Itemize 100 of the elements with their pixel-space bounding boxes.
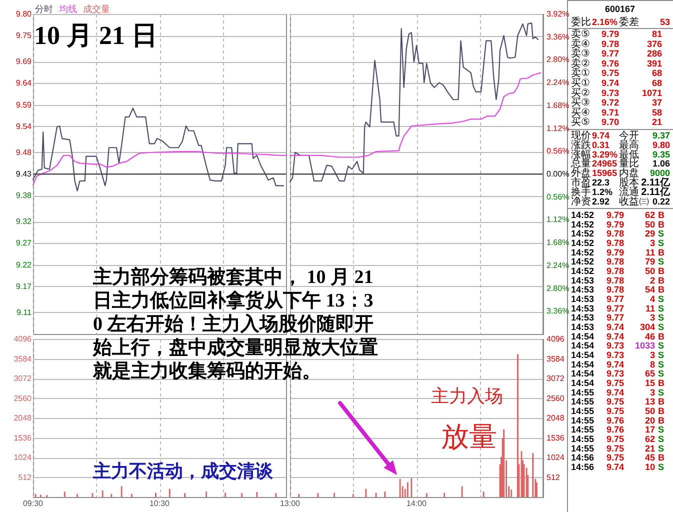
y-tick-label: 9.32 xyxy=(16,217,32,226)
data-label: 9.78 xyxy=(606,275,624,286)
category-label: B xyxy=(658,378,665,388)
annotation: 放量 xyxy=(441,421,497,452)
data-label: 14:54 xyxy=(571,359,594,370)
data-label: 3 xyxy=(650,312,655,323)
data-label: 14:52 xyxy=(571,228,594,239)
data-label: 58 xyxy=(652,107,662,118)
data-label: 14:55 xyxy=(571,424,594,435)
annotation: 主力不活动，成交清谈 xyxy=(92,461,274,481)
category-label: B xyxy=(658,219,665,230)
y2-tick-label: 512 xyxy=(546,472,560,482)
data-label: 21 xyxy=(652,117,662,128)
y2-tick-label: 1536 xyxy=(546,433,565,442)
data-label: 9.75 xyxy=(606,378,624,388)
data-label: 10 xyxy=(644,462,655,472)
category-label: S xyxy=(658,340,664,351)
data-label: 45 xyxy=(644,452,655,463)
category-label: B xyxy=(658,210,665,220)
data-label: 14:53 xyxy=(571,294,594,304)
data-label: 14:55 xyxy=(571,387,594,398)
text: 0.00% xyxy=(546,170,570,178)
data-label: 9.78 xyxy=(606,238,624,248)
data-label: 14:52 xyxy=(571,256,594,267)
data-label: 9.75 xyxy=(606,406,624,416)
data-label: 376 xyxy=(646,38,662,49)
x-tick-label: 09:30 xyxy=(22,499,44,508)
data-label: 14:52 xyxy=(571,210,594,220)
data-label: 9.74 xyxy=(606,359,624,370)
data-label: 29 xyxy=(644,228,655,239)
y-tick-label: 2560 xyxy=(14,394,32,403)
data-label: 9.78 xyxy=(606,266,624,276)
y-tick-label: 9.38 xyxy=(16,191,32,200)
data-label: 15 xyxy=(644,378,655,388)
data-label: 46 xyxy=(644,331,655,342)
text: 2.24% xyxy=(546,260,570,270)
category-label: S xyxy=(658,443,664,454)
data-label: 9.78 xyxy=(606,256,624,267)
y-tick-label: 3072 xyxy=(14,374,32,383)
data-label: 9.74 xyxy=(606,387,624,398)
data-label: 9.73 xyxy=(606,368,624,379)
data-label: 79 xyxy=(644,256,655,267)
data-label: 14:55 xyxy=(571,434,594,444)
text: 600167 xyxy=(604,4,636,14)
category-label: S xyxy=(658,434,664,444)
data-label: 9.76 xyxy=(606,415,624,426)
data-label: 50 xyxy=(644,266,655,276)
data-label: 9.75 xyxy=(606,443,624,454)
data-label: 14:54 xyxy=(571,350,594,360)
data-label: 14:52 xyxy=(571,266,594,276)
data-label: 14:54 xyxy=(571,378,594,388)
text: 1.68% xyxy=(546,238,570,248)
y-tick-label: 1024 xyxy=(14,453,32,462)
data-label: 14:54 xyxy=(571,340,594,351)
data-label: 14:53 xyxy=(571,284,594,295)
y-tick-label: 9.11 xyxy=(16,308,32,317)
data-label: 14:52 xyxy=(571,219,594,230)
y2-tick-label: 2048 xyxy=(546,414,565,422)
category-label: S xyxy=(658,294,664,304)
data-label: 14:53 xyxy=(571,312,594,323)
data-label: 13 xyxy=(644,396,655,407)
data-label: 1033 xyxy=(634,340,655,351)
data-label: 50 xyxy=(644,406,655,416)
category-label: S xyxy=(658,256,664,267)
data-label: 14:53 xyxy=(571,322,594,332)
x-tick-label: 10:30 xyxy=(149,499,170,508)
data-label: 68 xyxy=(652,68,662,78)
text: 3.36% xyxy=(546,306,570,316)
data-label: 54 xyxy=(644,284,655,295)
data-label: 14:52 xyxy=(571,238,594,248)
data-label: 20 xyxy=(644,415,655,426)
text: 3.92% xyxy=(546,10,570,18)
category-label: S xyxy=(658,312,664,323)
data-label: 62 xyxy=(644,434,655,444)
annotation: 主力部分筹码被套其中， 10 月 21 日主力低位回补拿货从下午 13：30 左右开始！主力入场股价随即开始上行，盘中成交量明显放大位置就是主力收集筹码的开始。 xyxy=(92,266,378,382)
data-label: 9.77 xyxy=(606,294,624,304)
y-tick-label: 9.43 xyxy=(16,170,32,178)
category-label: S xyxy=(658,303,664,314)
data-label: 3 xyxy=(650,350,655,360)
data-label: 14:56 xyxy=(571,452,594,463)
category-label: B xyxy=(658,331,665,342)
data-label: 9.76 xyxy=(606,424,624,435)
y-tick-label: 2048 xyxy=(14,414,32,422)
data-label: 53 xyxy=(660,17,670,27)
category-label: S xyxy=(658,322,664,332)
data-label: 8 xyxy=(650,359,655,370)
data-label: 21 xyxy=(644,443,655,454)
category-label: B xyxy=(658,275,665,286)
data-label: 4 xyxy=(650,294,655,304)
y-tick-label: 3584 xyxy=(14,354,32,364)
category-label: S xyxy=(658,424,664,435)
data-label: 65 xyxy=(644,368,655,379)
y2-tick-label: 3072 xyxy=(546,374,565,383)
data-label: 9.75 xyxy=(606,434,624,444)
category-label: S xyxy=(658,228,664,239)
data-label: 11 xyxy=(645,303,655,314)
data-label: 11 xyxy=(645,247,655,258)
category-label: 委差 xyxy=(619,16,639,28)
category-label: S xyxy=(658,350,664,360)
data-label: 14:55 xyxy=(571,415,594,426)
